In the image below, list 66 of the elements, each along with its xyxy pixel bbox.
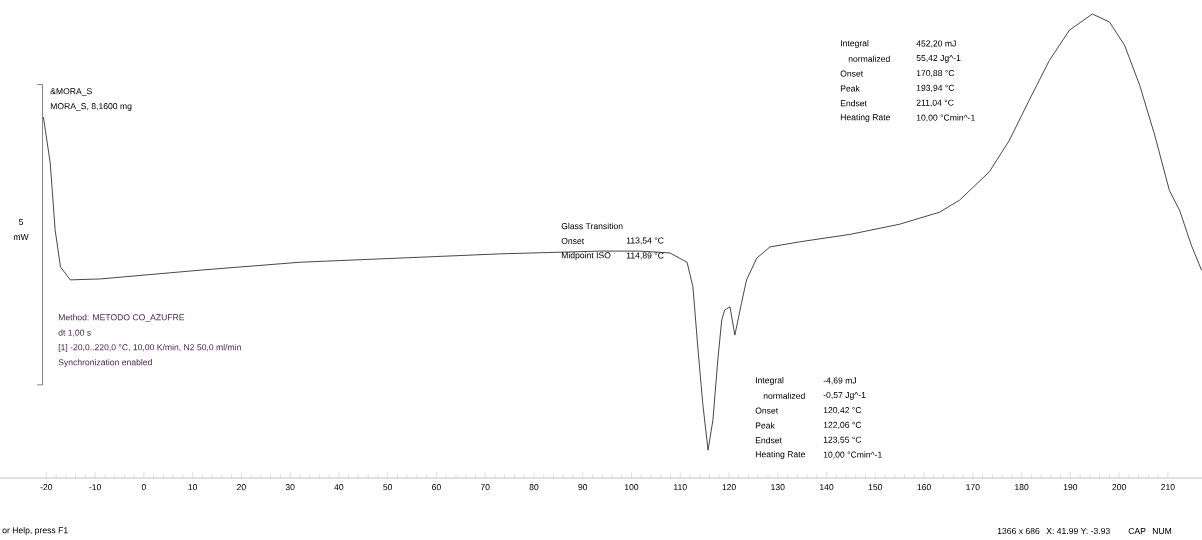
annotation: Endset <box>755 437 782 444</box>
text: 1366 x 686 <box>997 527 1040 535</box>
x-tick-label: 150 <box>868 484 883 491</box>
x-tick-label: 130 <box>771 484 785 491</box>
annotation: Peak <box>755 422 775 429</box>
x-tick-label: -20 <box>40 484 53 491</box>
annotation: 123,55 °C <box>823 436 862 444</box>
x-tick-label: 70 <box>480 484 490 491</box>
x-tick-label: 120 <box>722 484 736 491</box>
annotation: 211,04 °C <box>916 99 954 107</box>
annotation: dt 1,00 s <box>58 329 91 337</box>
annotation: 170,88 °C <box>916 70 955 78</box>
annotation: 193,94 °C <box>916 84 955 92</box>
annotation: -4,69 mJ <box>823 377 857 385</box>
annotation: Endset <box>840 100 867 107</box>
x-tick-label: 160 <box>917 484 931 491</box>
annotation: 452,20 mJ <box>916 40 956 48</box>
annotation: 10,00 °Cmin^-1 <box>823 451 882 459</box>
x-tick-label: 210 <box>1161 484 1175 491</box>
annotation: Peak <box>840 85 860 92</box>
x-tick-label: 200 <box>1112 484 1126 491</box>
annotation: Onset <box>755 407 779 414</box>
annotation: mW <box>13 234 29 240</box>
x-tick-label: 40 <box>334 484 344 491</box>
annotation: 10,00 °Cmin^-1 <box>916 114 975 122</box>
x-tick-label: 180 <box>1015 484 1029 491</box>
annotation: Midpoint ISO <box>561 251 611 260</box>
annotation: Integral <box>841 39 869 48</box>
annotation: Glass Transition <box>561 222 623 230</box>
annotation: normalized <box>763 392 805 399</box>
x-tick-label: 80 <box>529 484 539 491</box>
annotation: Heating Rate <box>840 113 890 122</box>
annotation: Synchronization enabled <box>58 358 152 367</box>
x-tick-label: 100 <box>624 484 639 491</box>
x-tick-label: -10 <box>89 484 101 491</box>
x-tick-label: 20 <box>237 484 246 491</box>
x-tick-label: 170 <box>966 484 980 491</box>
text: X: 41.99 Y: -3.93 <box>1046 527 1110 535</box>
text: CAP <box>1128 527 1146 535</box>
annotation: Onset <box>561 237 585 245</box>
x-tick-label: 110 <box>674 484 687 491</box>
annotation: &MORA_S <box>50 88 92 96</box>
annotation: 122,06 °C <box>823 421 862 429</box>
x-tick-label: 10 <box>188 484 198 491</box>
annotation: 55,42 Jg^-1 <box>916 54 961 63</box>
text: NUM <box>1152 528 1172 534</box>
x-tick-label: 30 <box>285 484 295 491</box>
annotation: 120,42 °C <box>823 407 862 415</box>
annotation: MORA_S, 8,1600 mg <box>50 103 132 111</box>
annotation: 5 <box>18 219 24 225</box>
x-tick-label: 0 <box>141 484 146 491</box>
annotation: Heating Rate <box>755 450 805 459</box>
x-tick-label: 190 <box>1063 484 1078 491</box>
annotation: -0,57 Jg^-1 <box>823 391 866 400</box>
annotation: 114,89 °C <box>626 252 664 260</box>
annotation: Onset <box>840 70 864 77</box>
x-tick-label: 50 <box>383 484 393 491</box>
annotation: normalized <box>848 55 890 62</box>
x-tick-label: 90 <box>578 484 588 491</box>
annotation: Method: METODO CO_AZUFRE <box>58 314 185 322</box>
text: or Help, press F1 <box>2 526 68 535</box>
annotation: [1] -20,0..220,0 °C, 10,00 K/min, N2 50,0 ml/min <box>58 343 241 352</box>
annotation: Integral <box>756 376 784 385</box>
x-tick-label: 140 <box>820 484 834 491</box>
annotation: 113,54 °C <box>626 237 664 245</box>
x-tick-label: 60 <box>432 484 441 491</box>
